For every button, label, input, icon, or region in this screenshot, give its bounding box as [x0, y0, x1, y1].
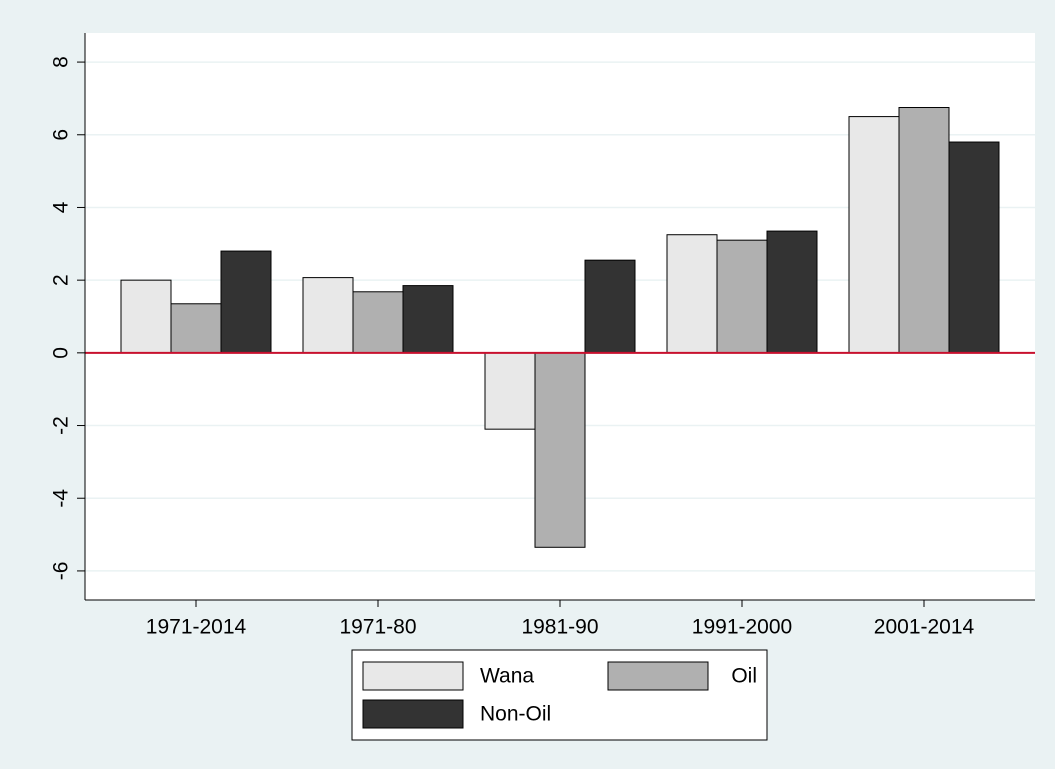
- y-tick-label: 6: [50, 129, 73, 141]
- y-tick-label: -2: [50, 416, 73, 435]
- legend-swatch: [362, 661, 464, 691]
- bar: [898, 107, 950, 354]
- y-tick-label: 0: [50, 347, 73, 359]
- x-tick-label: 2001-2014: [874, 616, 975, 639]
- bar: [302, 277, 354, 354]
- y-tick-label: -4: [50, 489, 73, 508]
- legend-label: Oil: [731, 665, 757, 688]
- x-tick-label: 1971-80: [339, 616, 416, 639]
- legend-label: Non-Oil: [480, 703, 551, 726]
- bar: [352, 291, 404, 354]
- y-tick-label: 8: [50, 56, 73, 68]
- bar: [716, 239, 768, 354]
- y-tick-label: 2: [50, 274, 73, 286]
- x-tick-label: 1981-90: [521, 616, 598, 639]
- bar: [848, 116, 900, 354]
- legend-label: Wana: [480, 665, 534, 688]
- bar: [666, 234, 718, 354]
- x-tick-label: 1971-2014: [146, 616, 247, 639]
- bar: [584, 259, 636, 354]
- bar: [948, 141, 1000, 354]
- y-tick-label: 4: [50, 201, 73, 213]
- bar: [766, 230, 818, 354]
- bar: [220, 250, 272, 354]
- y-tick-label: -6: [50, 562, 73, 581]
- x-tick-label: 1991-2000: [692, 616, 792, 639]
- legend-swatch: [607, 661, 709, 691]
- bar: [534, 352, 586, 548]
- legend-swatch: [362, 699, 464, 729]
- bar: [484, 352, 536, 430]
- bar: [402, 285, 454, 354]
- bar: [170, 303, 222, 354]
- bar: [120, 279, 172, 354]
